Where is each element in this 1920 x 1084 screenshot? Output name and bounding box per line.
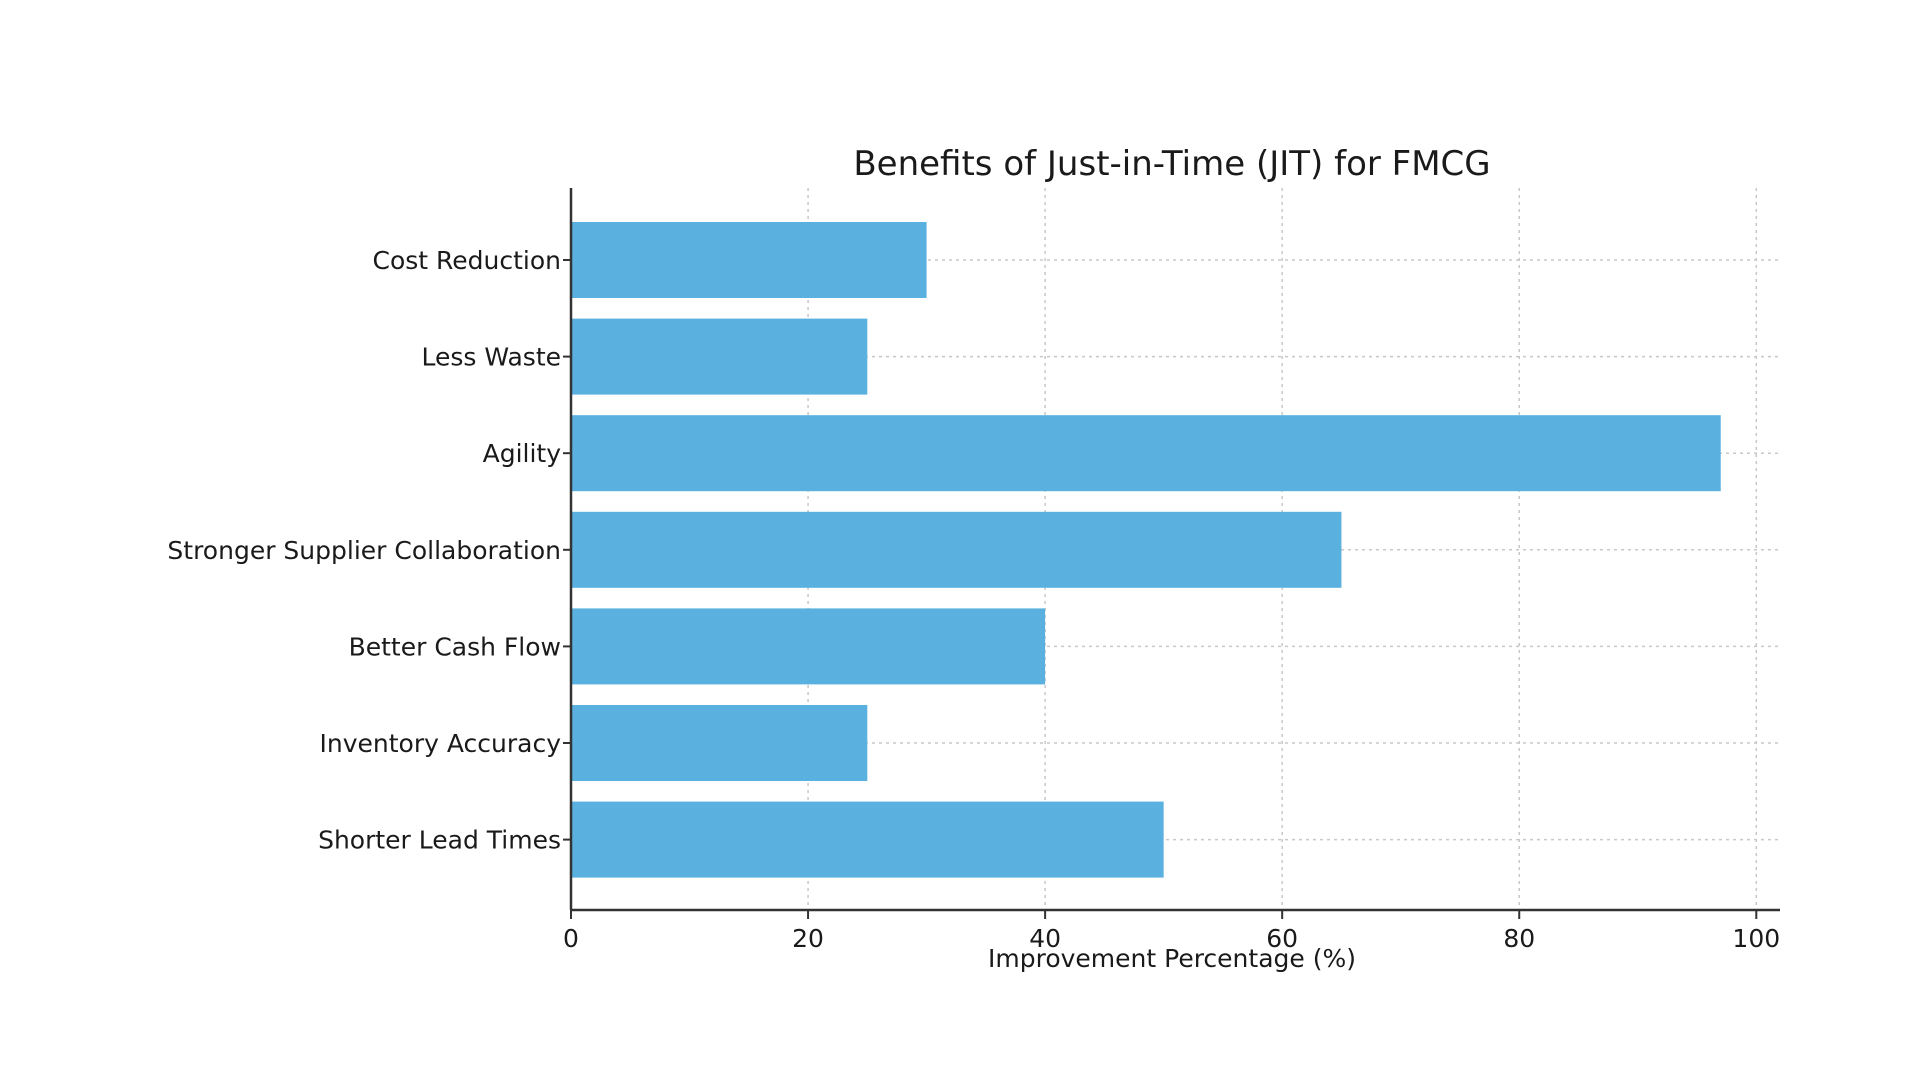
bars (571, 222, 1721, 878)
x-axis-title: Improvement Percentage (%) (988, 944, 1356, 973)
x-tick-label: 100 (1732, 924, 1780, 953)
y-category-label: Less Waste (421, 343, 561, 372)
y-category-label: Cost Reduction (372, 246, 561, 275)
y-axis-category-labels: Cost Reduction Less Waste Agility Stronger … (167, 246, 571, 855)
x-axis-ticks: 0 20 40 60 80 100 (563, 910, 1780, 953)
y-category-label: Stronger Supplier Collaboration (167, 536, 561, 565)
bar (571, 511, 1342, 588)
x-tick-label: 20 (792, 924, 824, 953)
y-category-label: Shorter Lead Times (318, 826, 561, 855)
chart-title: Benefits of Just-in-Time (JIT) for FMCG (853, 144, 1490, 184)
y-category-label: Agility (483, 439, 562, 468)
x-tick-label: 60 (1266, 924, 1298, 953)
bar (571, 222, 927, 298)
x-tick-label: 80 (1503, 924, 1535, 953)
bar (571, 705, 868, 781)
x-tick-label: 40 (1029, 924, 1061, 953)
y-category-label: Inventory Accuracy (320, 729, 562, 758)
x-tick-label: 0 (563, 924, 579, 953)
bar (571, 318, 868, 395)
bar (571, 608, 1046, 685)
bar (571, 801, 1164, 878)
bar (571, 415, 1721, 492)
y-category-label: Better Cash Flow (349, 632, 561, 661)
